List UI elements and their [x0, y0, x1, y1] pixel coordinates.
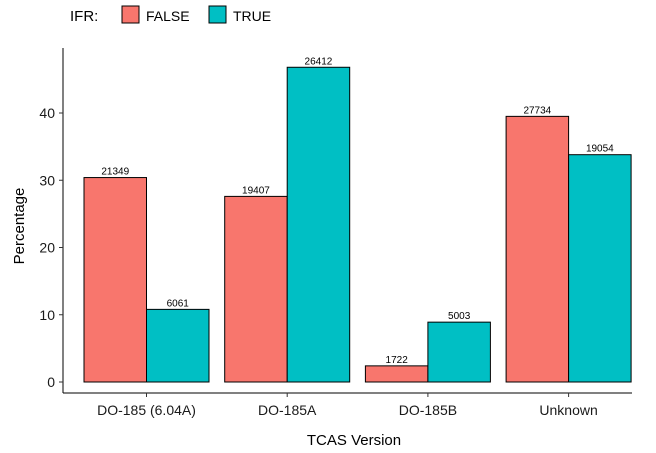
- y-tick-label: 20: [39, 240, 55, 256]
- bar-value-label: 19407: [242, 185, 270, 196]
- bar-false-0: [83, 177, 147, 383]
- y-tick-label: 30: [39, 172, 55, 188]
- x-tick-label: DO-185B: [399, 402, 457, 418]
- bar-value-label: 6061: [167, 298, 190, 309]
- plot-area: 0 10 20 30 40 21349 6061 DO-185 (6.04A) 19407 264…: [39, 48, 632, 418]
- bar-value-label: 26412: [305, 56, 333, 67]
- bar-false-1: [224, 195, 288, 383]
- legend-swatch-false: [121, 5, 140, 24]
- bar-false-2: [364, 365, 429, 383]
- y-tick-label: 40: [39, 105, 55, 121]
- y-tick-label: 0: [47, 374, 55, 390]
- legend: IFR: FALSE TRUE: [70, 5, 271, 25]
- bar-true-2: [427, 321, 491, 383]
- x-tick-label: Unknown: [539, 402, 597, 418]
- legend-title: IFR:: [70, 8, 98, 25]
- x-tick-label: DO-185A: [258, 402, 317, 418]
- x-tick-label: DO-185 (6.04A): [97, 402, 196, 418]
- bar-value-label: 27734: [523, 105, 551, 116]
- bar-value-label: 5003: [448, 311, 471, 322]
- bar-true-0: [146, 308, 210, 383]
- legend-label-true: TRUE: [233, 8, 271, 24]
- bar-value-label: 1722: [386, 355, 409, 366]
- bar-value-label: 19054: [586, 144, 614, 155]
- x-axis-title: TCAS Version: [307, 432, 401, 449]
- bar-true-1: [286, 66, 351, 383]
- y-tick-label: 10: [39, 307, 55, 323]
- legend-label-false: FALSE: [146, 8, 190, 24]
- bar-value-label: 21349: [101, 167, 129, 178]
- bar-false-3: [505, 115, 570, 383]
- legend-swatch-true: [208, 5, 227, 24]
- bar-true-3: [568, 154, 632, 383]
- y-axis-title: Percentage: [11, 188, 28, 265]
